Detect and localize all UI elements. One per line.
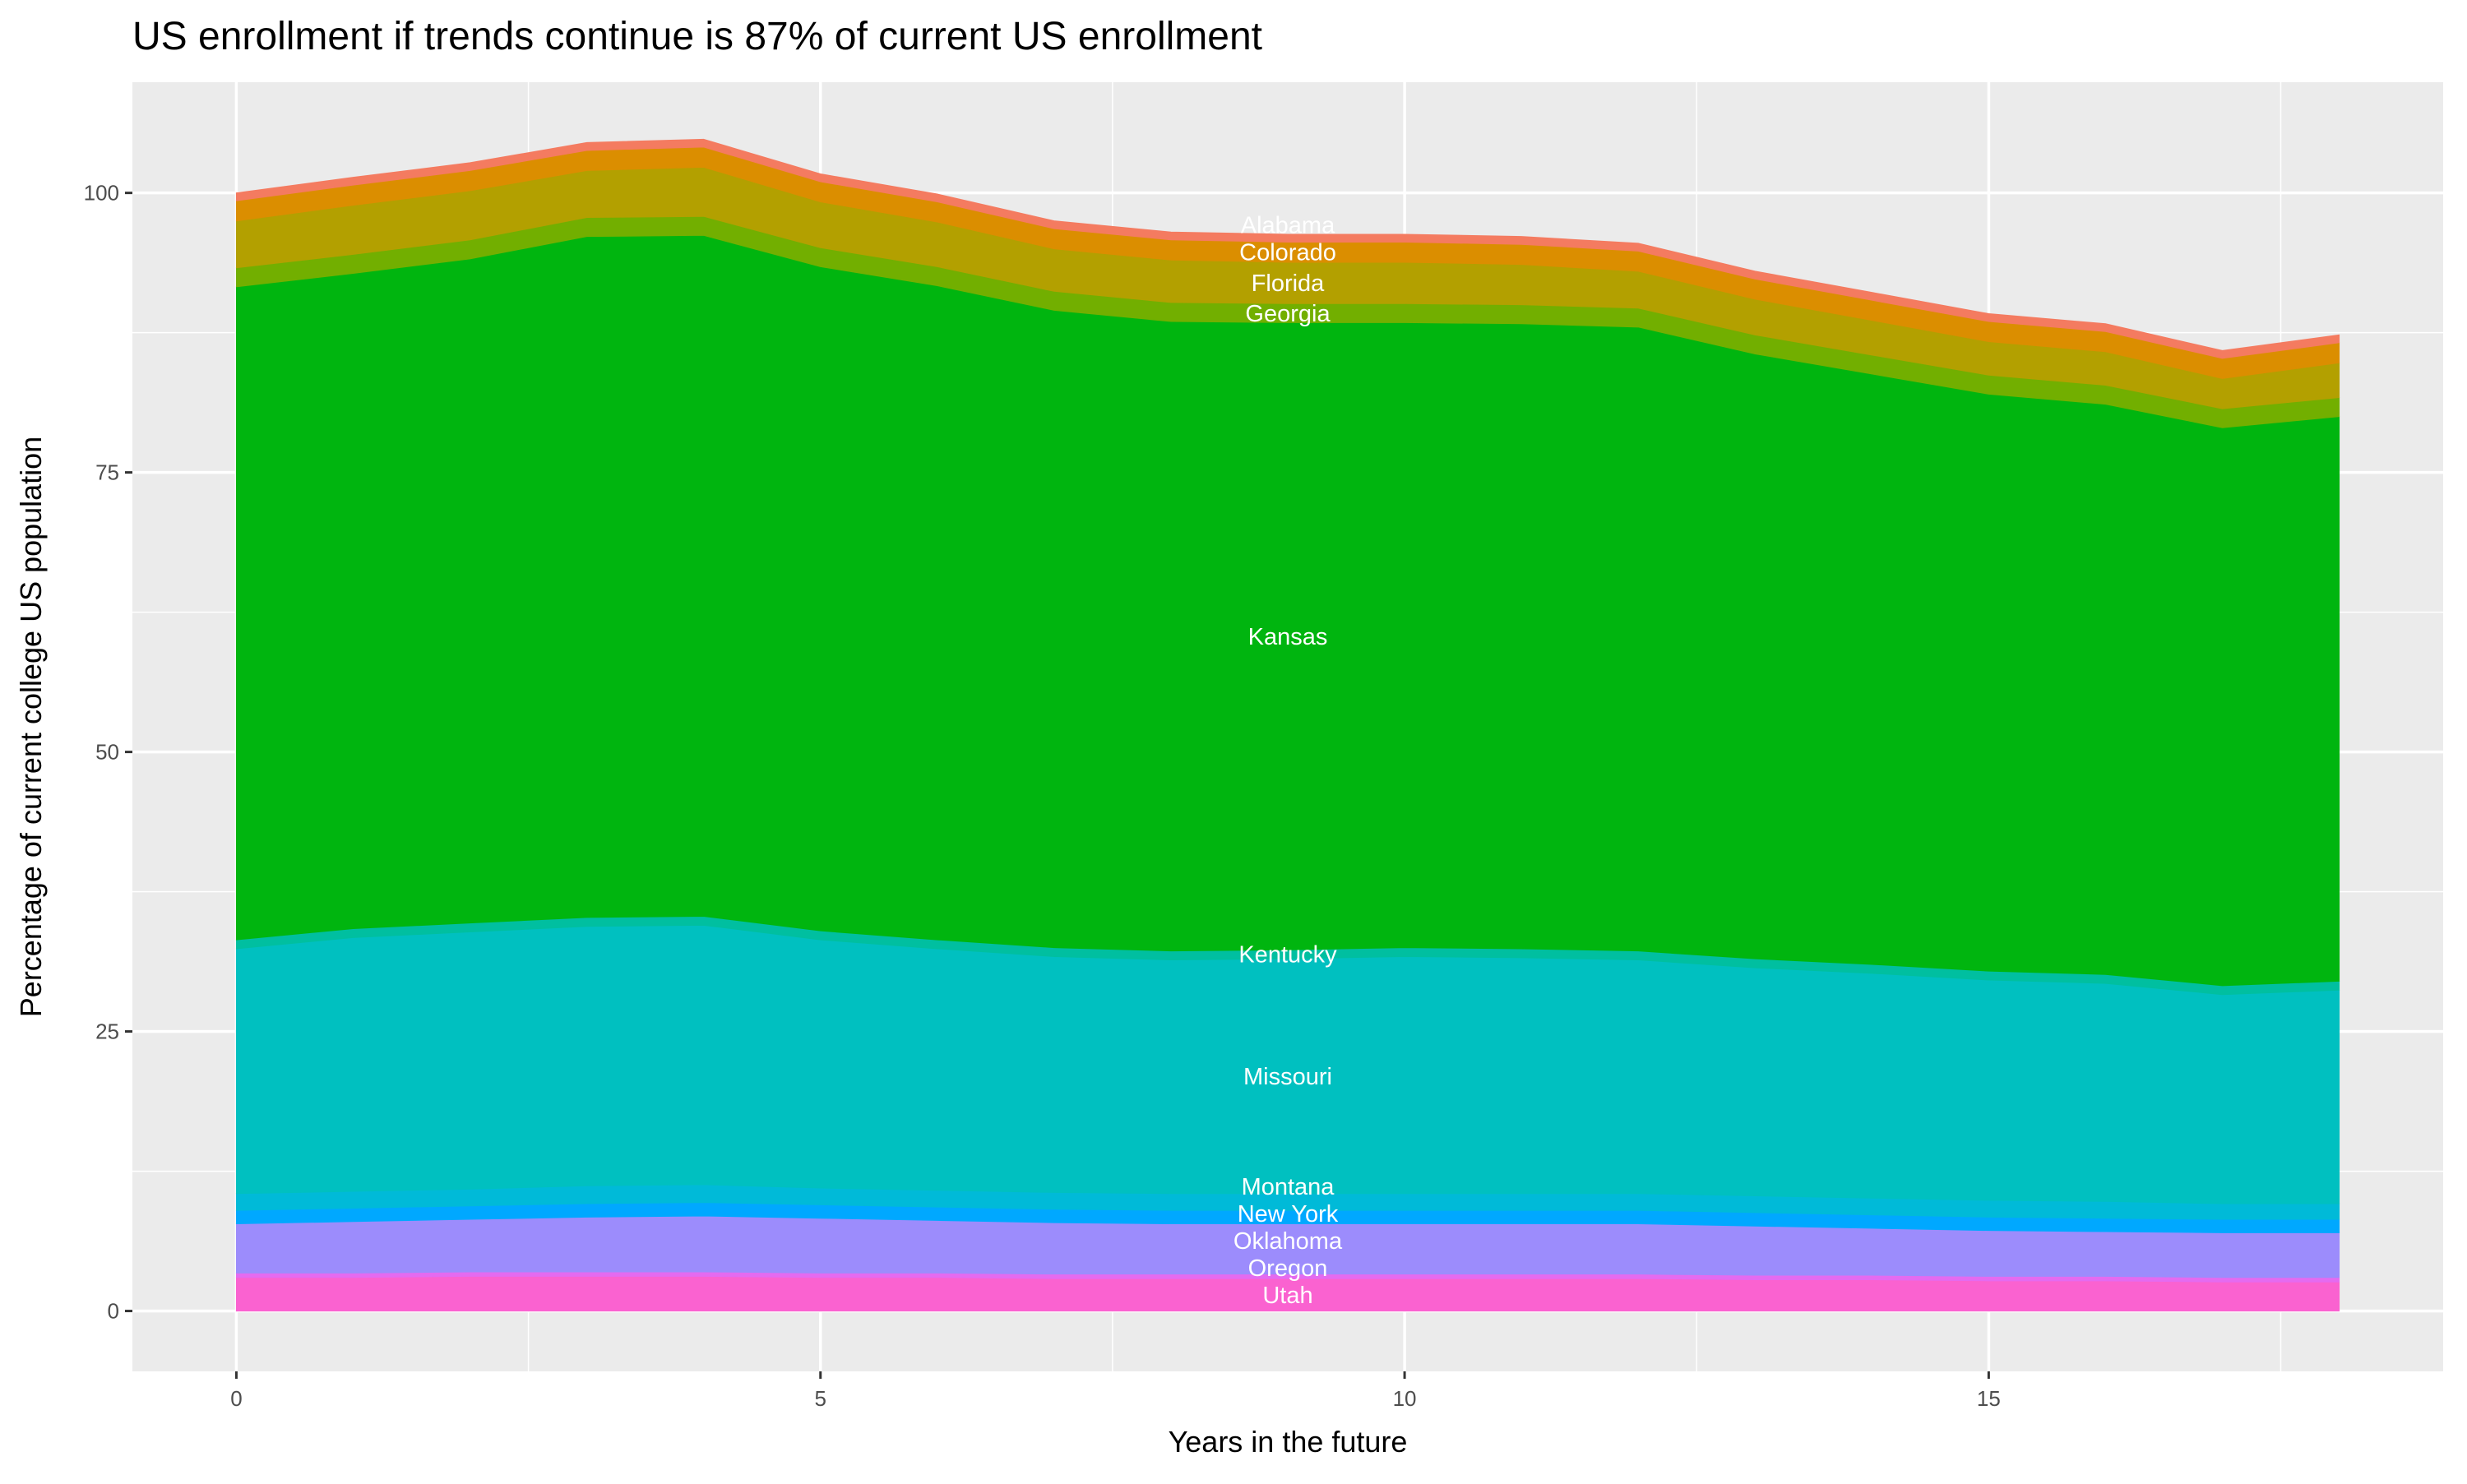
axes: 0 5 10 15 0 25 50 75 100: [84, 181, 2001, 1411]
y-axis-title: Percentage of current college US populat…: [14, 437, 48, 1017]
label-utah: Utah: [1262, 1283, 1312, 1309]
x-axis-title: Years in the future: [1169, 1425, 1408, 1459]
label-alabama: Alabama: [1241, 213, 1335, 239]
x-tick-label: 5: [815, 1386, 826, 1411]
x-tick-label: 15: [1977, 1386, 2001, 1411]
label-colorado: Colorado: [1239, 240, 1336, 266]
x-tick-label: 0: [230, 1386, 242, 1411]
label-oklahoma: Oklahoma: [1234, 1228, 1343, 1255]
label-florida: Florida: [1252, 270, 1326, 297]
label-missouri: Missouri: [1243, 1064, 1332, 1090]
label-kansas: Kansas: [1248, 624, 1328, 650]
label-oregon: Oregon: [1248, 1255, 1328, 1282]
label-kentucky: Kentucky: [1238, 942, 1337, 969]
y-tick-label: 100: [84, 181, 119, 206]
label-georgia: Georgia: [1245, 301, 1331, 327]
y-tick-label: 25: [95, 1019, 119, 1044]
y-tick-label: 0: [108, 1299, 119, 1324]
chart-title: US enrollment if trends continue is 87% …: [132, 15, 1262, 58]
area-alabama: [235, 138, 2340, 359]
area-layers: [235, 138, 2340, 1312]
y-tick-label: 75: [95, 460, 119, 485]
x-tick-label: 10: [1393, 1386, 1417, 1411]
label-montana: Montana: [1242, 1174, 1335, 1200]
label-new-york: New York: [1238, 1201, 1339, 1227]
y-tick-label: 50: [95, 740, 119, 765]
